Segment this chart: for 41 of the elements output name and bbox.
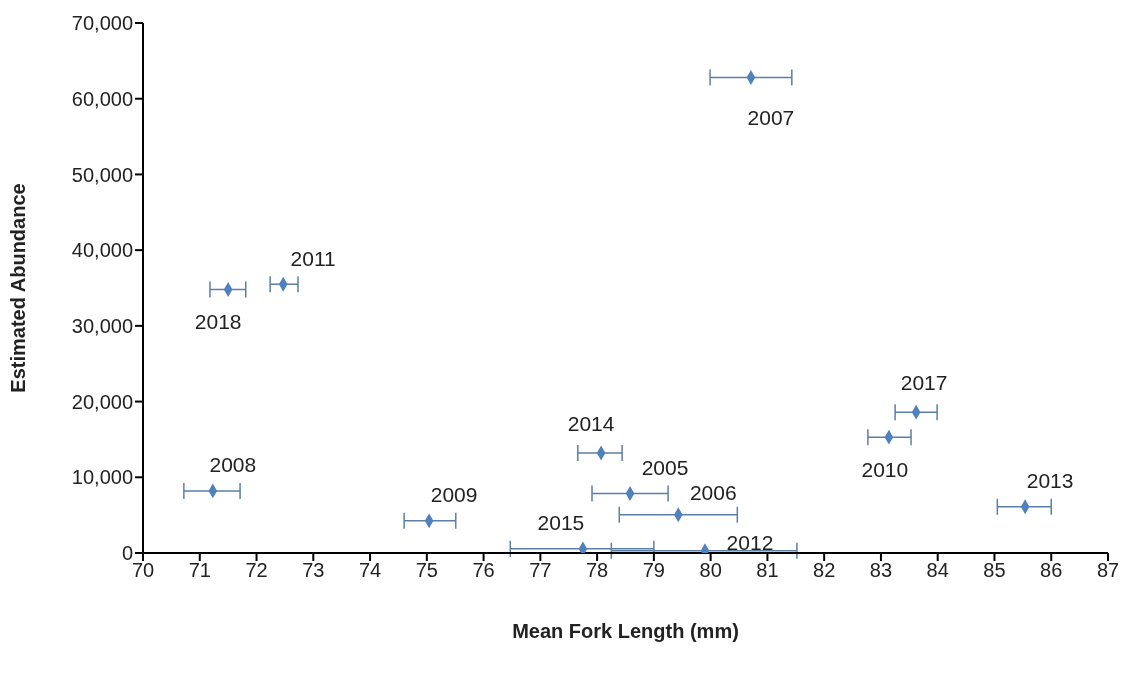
annotation: 2013 — [1026, 469, 1074, 493]
annotation: 2015 — [537, 511, 585, 535]
y-axis-title: Estimated Abundance — [7, 183, 30, 393]
y-tick-label: 50,000 — [71, 163, 133, 186]
x-tick-label: 72 — [245, 559, 268, 582]
y-tick-label: 60,000 — [71, 87, 133, 110]
x-tick-label: 87 — [1096, 559, 1120, 582]
x-tick-label: 85 — [983, 559, 1006, 582]
annotation: 2007 — [747, 106, 795, 130]
x-tick-label: 83 — [869, 559, 893, 582]
x-tick-label: 77 — [529, 559, 552, 582]
x-tick-label: 76 — [472, 559, 495, 582]
x-tick-label: 74 — [358, 559, 382, 582]
x-tick-label: 71 — [188, 559, 211, 582]
annotation: 2012 — [726, 531, 774, 555]
annotation: 2018 — [194, 310, 242, 334]
x-tick-label: 75 — [415, 559, 438, 582]
y-tick-label: 40,000 — [71, 239, 133, 262]
annotation: 2009 — [430, 483, 478, 507]
x-tick-label: 80 — [699, 559, 722, 582]
y-tick-label: 70,000 — [71, 12, 133, 35]
annotation: 2010 — [861, 457, 909, 481]
annotation: 2005 — [641, 456, 689, 480]
x-axis-title: Mean Fork Length (mm) — [512, 620, 739, 642]
x-tick-label: 70 — [131, 559, 155, 582]
x-tick-label: 84 — [926, 559, 949, 582]
x-tick-label: 82 — [813, 559, 836, 582]
x-tick-label: 86 — [1040, 559, 1063, 582]
x-tick-label: 79 — [642, 559, 666, 582]
x-tick-label: 78 — [585, 559, 609, 582]
annotation: 2014 — [567, 411, 615, 435]
annotation: 2008 — [209, 453, 257, 477]
y-tick-label: 30,000 — [71, 314, 133, 337]
x-tick-label: 81 — [756, 559, 779, 582]
annotation: 2011 — [290, 246, 336, 270]
y-tick-label: 10,000 — [71, 466, 133, 489]
y-tick-label: 20,000 — [71, 390, 133, 413]
annotation: 2017 — [900, 370, 948, 394]
y-tick-label: 0 — [121, 542, 133, 565]
x-tick-label: 73 — [302, 559, 325, 582]
annotation: 2006 — [689, 481, 737, 505]
